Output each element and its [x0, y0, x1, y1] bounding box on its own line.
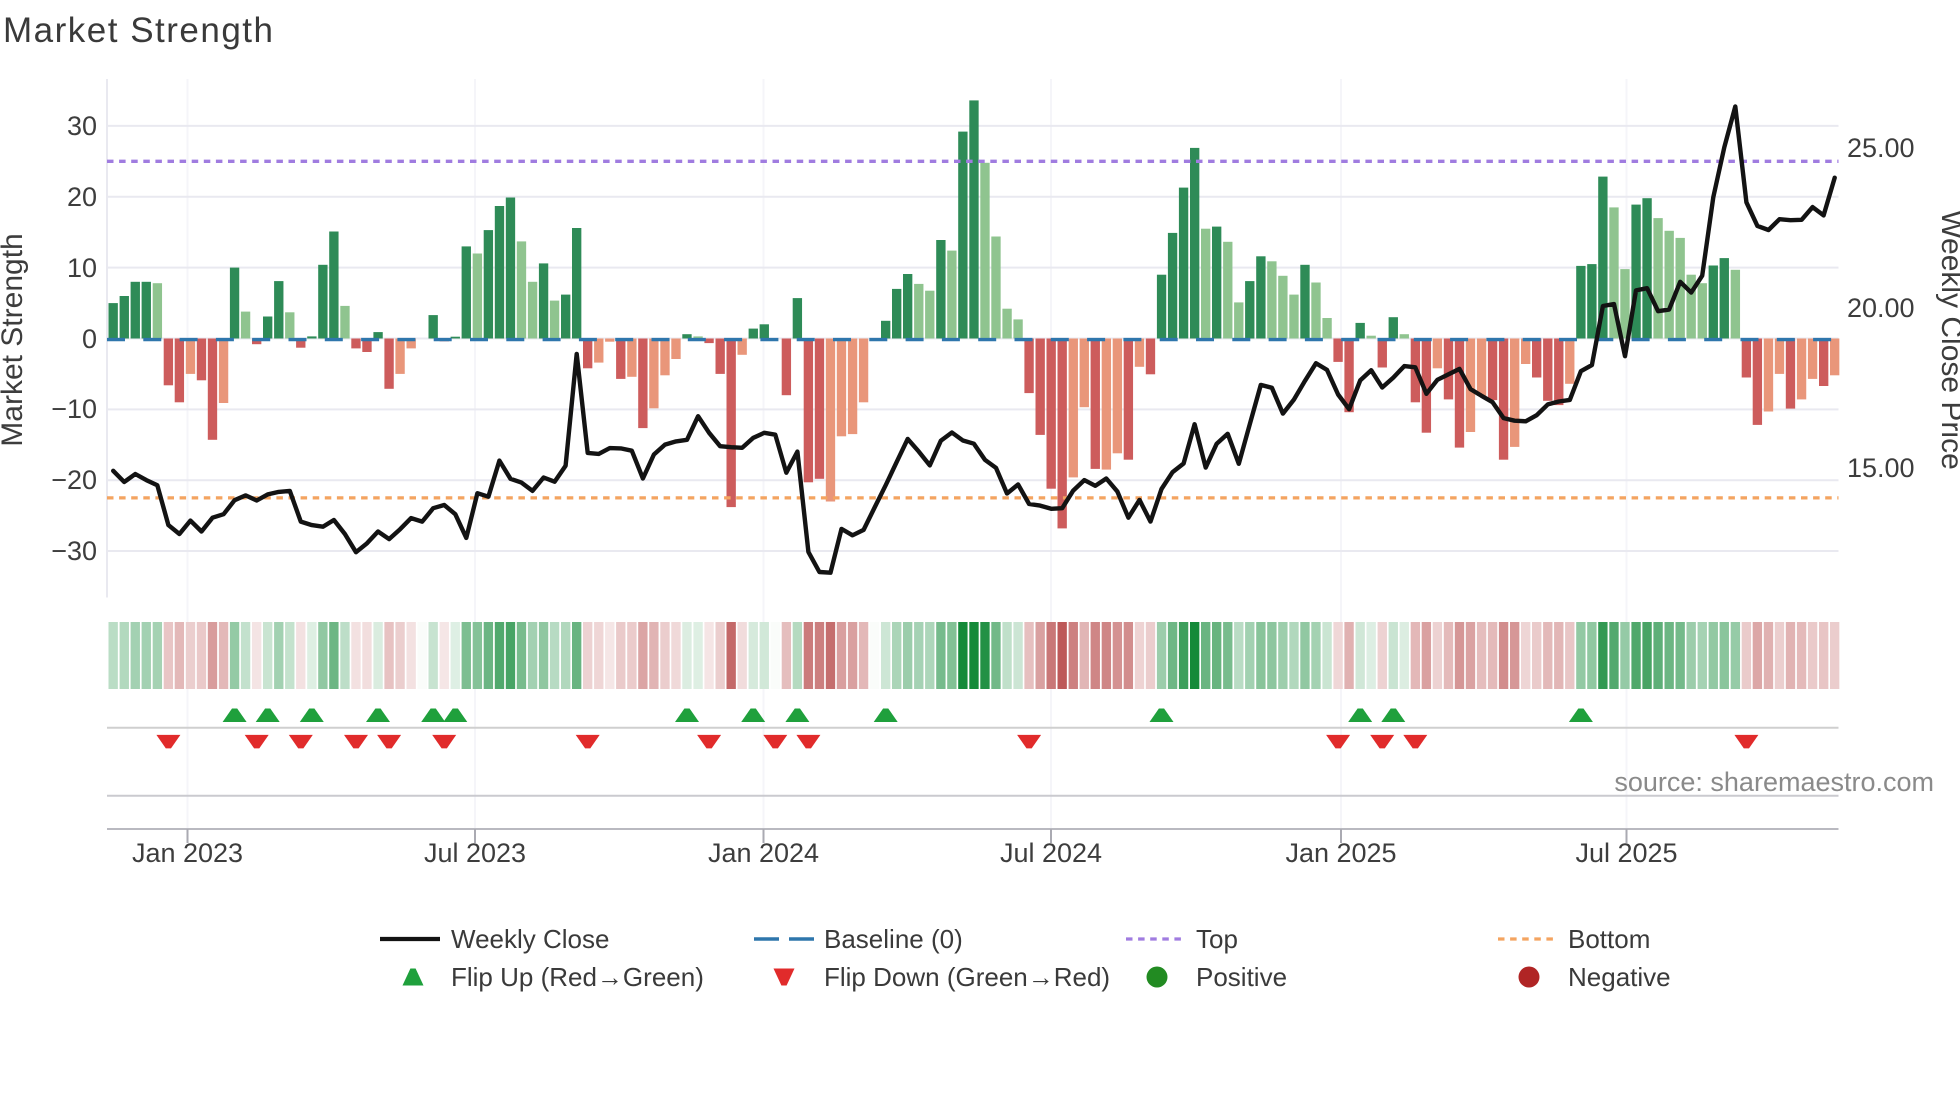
svg-text:−20: −20	[51, 465, 97, 495]
svg-text:Bottom: Bottom	[1568, 924, 1650, 954]
svg-text:Jan 2024: Jan 2024	[708, 838, 819, 868]
svg-text:−10: −10	[51, 394, 97, 424]
svg-text:Market Strength: Market Strength	[0, 233, 29, 446]
svg-text:Negative: Negative	[1568, 962, 1671, 992]
svg-text:Weekly Close: Weekly Close	[451, 924, 609, 954]
svg-text:25.00: 25.00	[1847, 133, 1915, 163]
svg-text:Baseline (0): Baseline (0)	[824, 924, 963, 954]
svg-text:Jan 2023: Jan 2023	[132, 838, 243, 868]
svg-text:Flip Down (Green→Red): Flip Down (Green→Red)	[824, 962, 1110, 992]
svg-text:Jul 2025: Jul 2025	[1575, 838, 1677, 868]
svg-text:Weekly Close Price: Weekly Close Price	[1935, 210, 1960, 470]
svg-text:source: sharemaestro.com: source: sharemaestro.com	[1614, 767, 1934, 797]
svg-text:Flip Up (Red→Green): Flip Up (Red→Green)	[451, 962, 704, 992]
svg-text:Top: Top	[1196, 924, 1238, 954]
svg-text:Jan 2025: Jan 2025	[1285, 838, 1396, 868]
svg-text:−30: −30	[51, 536, 97, 566]
svg-text:30: 30	[67, 111, 97, 141]
svg-text:Market Strength: Market Strength	[3, 11, 275, 50]
svg-text:Positive: Positive	[1196, 962, 1287, 992]
svg-text:15.00: 15.00	[1847, 453, 1915, 483]
svg-text:20.00: 20.00	[1847, 293, 1915, 323]
svg-text:10: 10	[67, 253, 97, 283]
svg-text:20: 20	[67, 182, 97, 212]
svg-text:Jul 2024: Jul 2024	[1000, 838, 1102, 868]
svg-text:Jul 2023: Jul 2023	[424, 838, 526, 868]
svg-text:0: 0	[82, 324, 97, 354]
